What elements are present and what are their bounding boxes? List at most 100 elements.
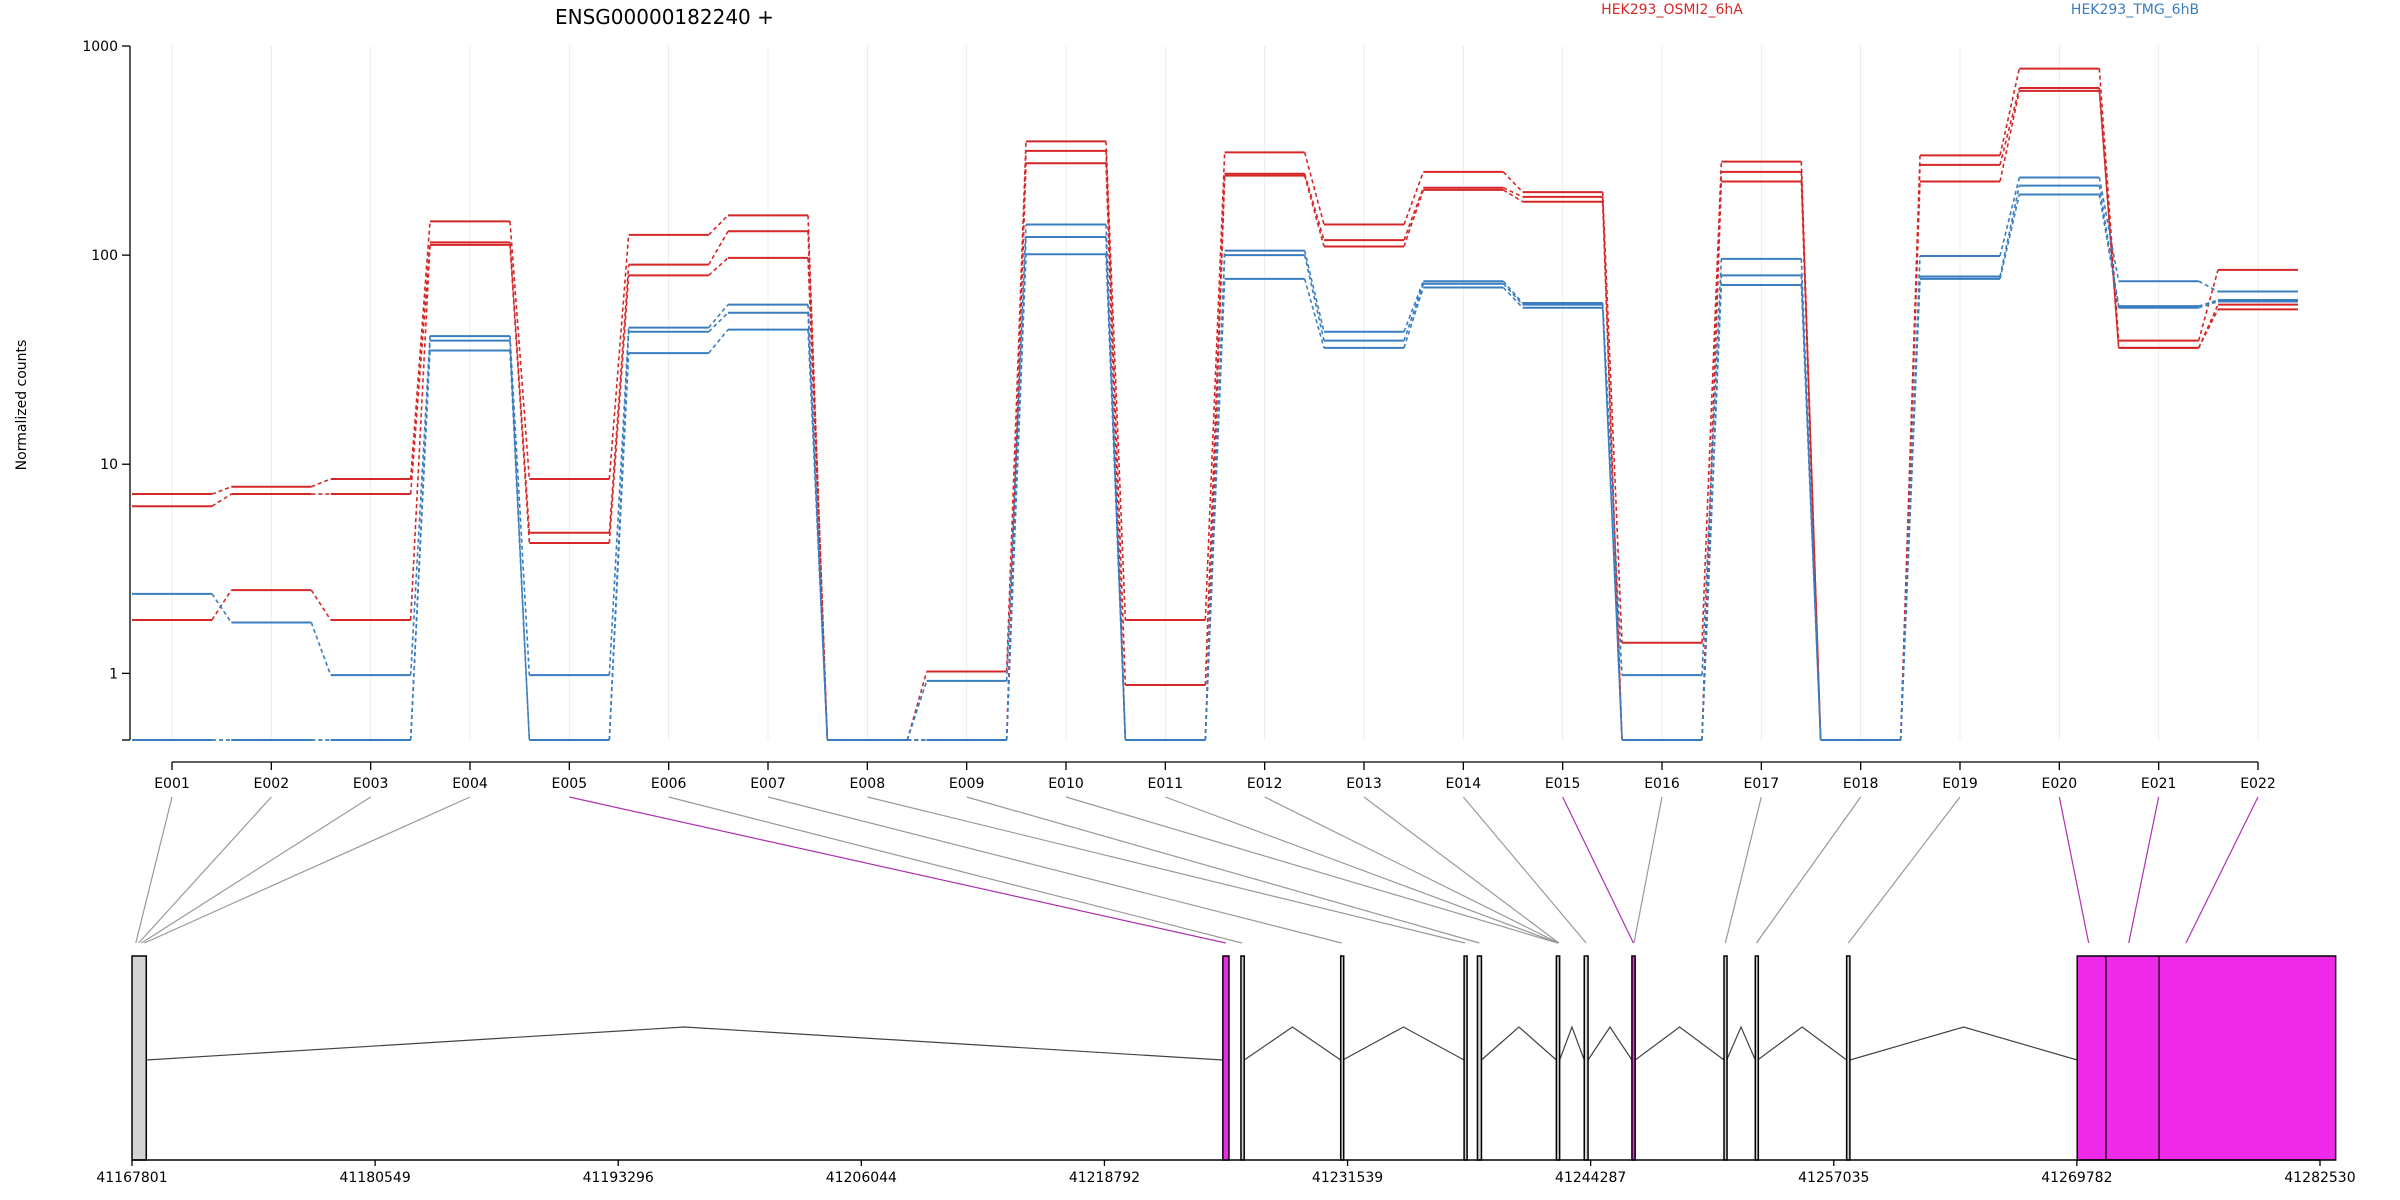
exon-box <box>1240 955 1245 1161</box>
genomic-axis: 41167801 41180549 41193296 41206044 41218792… <box>96 1159 2356 1186</box>
exon-box <box>1845 955 1851 1161</box>
exon-link-line <box>2058 796 2090 944</box>
genomic-tick-label: 41193296 <box>583 1170 654 1186</box>
series-connector <box>1005 224 1027 681</box>
exon-link-line <box>138 796 272 944</box>
genomic-tick-label: 41206044 <box>826 1170 897 1186</box>
series-connector <box>509 244 531 544</box>
exon-box <box>1631 955 1636 1161</box>
series-connector <box>2197 309 2219 349</box>
exon-box <box>1583 955 1589 1161</box>
x-tick-label: E009 <box>949 776 985 792</box>
legend-osmi2: HEK293_OSMI2_6hA <box>1601 2 1743 18</box>
x-tick-label: E010 <box>1048 776 1084 792</box>
series-connector <box>1800 275 1822 741</box>
series-connector <box>1204 173 1226 685</box>
series-connector <box>1999 68 2021 156</box>
exon-link-line <box>135 796 173 944</box>
series-HEK293_OSMI2_6hA <box>132 67 2298 741</box>
exon-box <box>1222 955 1230 1161</box>
series-connector <box>708 329 729 354</box>
exon-box <box>2076 955 2337 1161</box>
series-connector <box>1005 141 1027 672</box>
x-tick-label: E022 <box>2240 776 2276 792</box>
series-HEK293_OSMI2_6hA <box>132 86 2298 741</box>
exon-link-line <box>1847 796 1961 944</box>
exon-link-line <box>767 796 1342 944</box>
exon-link-line <box>1462 796 1587 944</box>
genomic-tick-label: 41180549 <box>339 1170 410 1186</box>
exon-link-line <box>867 796 1466 944</box>
series-connector <box>509 221 531 480</box>
exon-link-line <box>1562 796 1634 944</box>
series-connector <box>1105 163 1127 741</box>
series-connector <box>1303 152 1325 225</box>
series-connector <box>211 589 233 621</box>
y-axis: 1 10 100 1000 <box>82 39 131 741</box>
series-connector <box>1204 152 1226 620</box>
series-connector <box>1403 187 1425 241</box>
series-HEK293_TMG_6hB <box>132 193 2298 741</box>
exon-link-line <box>966 796 1480 944</box>
series-connector <box>906 680 928 741</box>
series-connector <box>1999 90 2021 182</box>
series-connector <box>409 221 431 480</box>
series-connector <box>311 478 331 488</box>
exon-link-line <box>144 796 471 944</box>
chart-title: ENSG00000182240 + <box>555 5 774 29</box>
series-connector <box>211 593 232 623</box>
series-connector <box>409 244 431 621</box>
x-tick-label: E015 <box>1545 776 1581 792</box>
series-connector <box>2098 90 2120 348</box>
series-connector <box>2098 194 2120 308</box>
genomic-tick-label: 41244287 <box>1555 1170 1626 1186</box>
series-connector <box>1800 284 1822 741</box>
x-tick-label: E012 <box>1247 776 1283 792</box>
series-connector <box>1999 177 2021 257</box>
intron-junction <box>1559 1025 1585 1061</box>
exon-box <box>131 955 148 1161</box>
series-connector <box>1303 254 1325 341</box>
series-connector <box>1403 287 1425 349</box>
series-connector <box>608 353 630 741</box>
x-tick-label: E020 <box>2042 776 2078 792</box>
series-connector <box>1899 181 1921 741</box>
exon-link-line <box>1363 796 1560 944</box>
series-connector <box>1303 278 1325 349</box>
series-connector <box>1303 173 1325 241</box>
intron-junction <box>146 1026 1223 1061</box>
series-HEK293_TMG_6hB <box>132 184 2298 741</box>
exon-link-line <box>2128 796 2160 944</box>
exon-link-line <box>2185 796 2259 944</box>
series-connector <box>1601 307 1623 741</box>
exon-link-line <box>1264 796 1559 944</box>
gene-model <box>131 955 2337 1161</box>
series-connector <box>211 486 232 495</box>
series-connector <box>1502 189 1524 203</box>
exon-link-line <box>569 796 1226 944</box>
series-connector <box>310 622 332 676</box>
genomic-tick-label: 41231539 <box>1312 1170 1383 1186</box>
legend-tmg: HEK293_TMG_6hB <box>2071 2 2199 18</box>
series-connector <box>1502 280 1524 304</box>
intron-junction <box>1243 1026 1342 1061</box>
series-connector <box>1403 189 1425 247</box>
y-tick-label: 1 <box>109 666 118 682</box>
series-connector <box>1502 286 1524 309</box>
series-connector <box>1403 171 1425 225</box>
intron-junction <box>1726 1025 1756 1061</box>
x-tick-label: E006 <box>651 776 687 792</box>
series-connector <box>708 214 729 236</box>
series-connector <box>1601 304 1623 741</box>
series-connector <box>1005 254 1027 741</box>
series-connector <box>1601 192 1623 643</box>
series-connector <box>608 275 630 544</box>
x-tick-label: E016 <box>1644 776 1680 792</box>
series-connector <box>608 234 630 480</box>
exon-link-lines <box>135 796 2259 944</box>
series-connector <box>1502 187 1524 198</box>
series-lines <box>132 67 2298 741</box>
series-connector <box>409 336 431 676</box>
intron-junction <box>1587 1025 1633 1061</box>
